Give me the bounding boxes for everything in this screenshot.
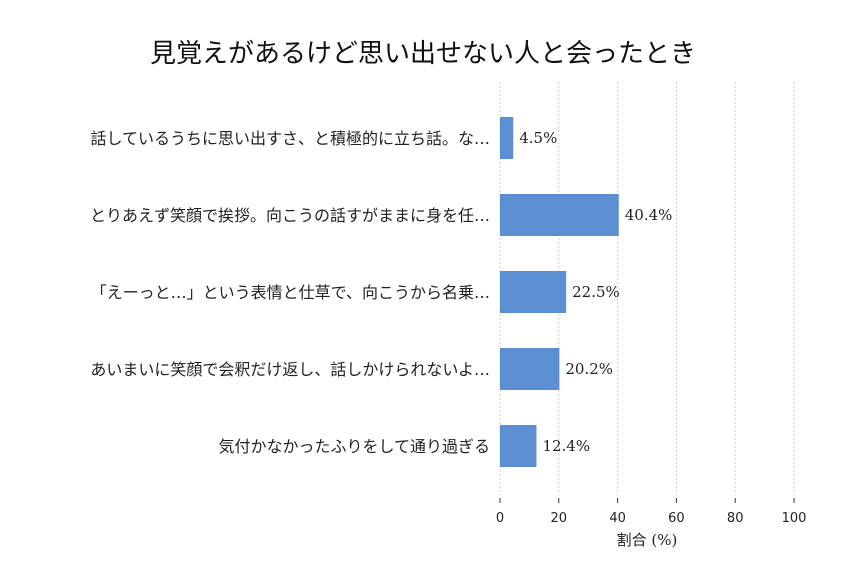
bar [500,271,567,313]
category-label: とりあえず笑顔で挨拶。向こうの話すがままに身を任… [90,206,490,225]
category-label: あいまいに笑顔で会釈だけ返し、話しかけられないよ… [90,360,490,379]
category-label: 「えーっと…」という表情と仕草で、向こうから名乗… [91,283,490,302]
x-axis-ticks: 0 20 40 60 80 100 [496,498,807,526]
data-label: 22.5% [572,283,620,301]
x-tick-label: 80 [727,511,744,526]
x-tick-label: 60 [668,511,685,526]
bars [500,117,619,467]
bar [500,117,514,159]
data-label: 20.2% [565,360,613,378]
data-label: 40.4% [625,206,673,224]
chart-title: 見覚えがあるけど思い出せない人と会ったとき [150,39,696,69]
category-label: 話しているうちに思い出すさ、と積極的に立ち話。な… [90,129,490,148]
bar [500,194,619,236]
x-tick-label: 0 [496,511,504,526]
category-labels: 話しているうちに思い出すさ、と積極的に立ち話。な… とりあえず笑顔で挨拶。向こうの… [90,129,490,456]
x-tick-label: 100 [782,511,807,526]
data-label: 4.5% [519,129,557,147]
bar [500,425,537,467]
data-label: 12.4% [542,437,590,455]
x-tick-label: 40 [609,511,626,526]
bar [500,348,560,390]
x-axis-label: 割合 (%) [617,531,678,549]
x-tick-label: 20 [551,511,568,526]
category-label: 気付かなかったふりをして通り過ぎる [218,437,490,456]
data-labels: 4.5% 40.4% 22.5% 20.2% 12.4% [519,129,672,455]
